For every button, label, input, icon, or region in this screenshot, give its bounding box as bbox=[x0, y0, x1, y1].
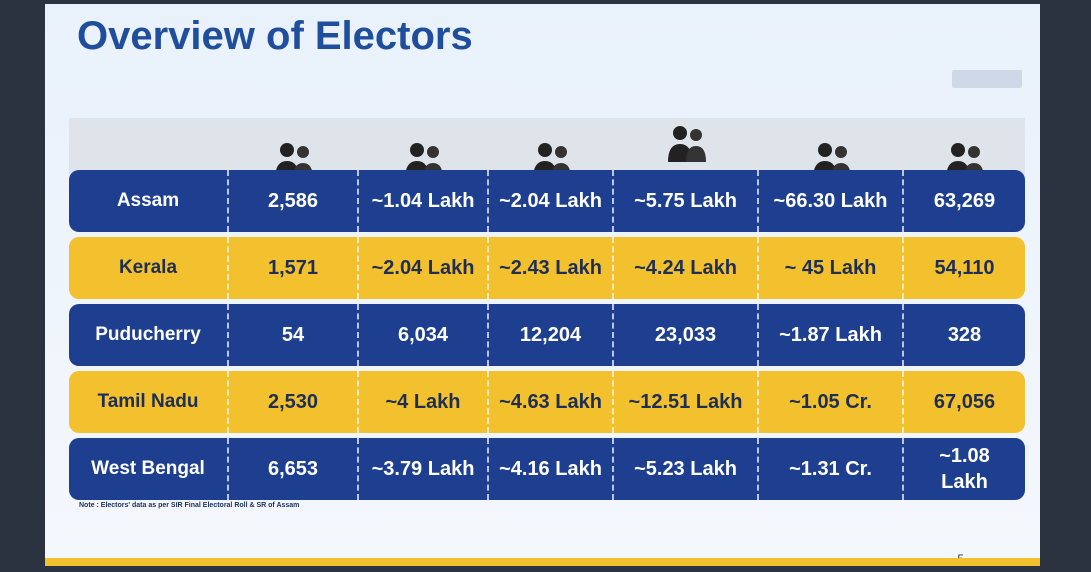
slide: Overview of Electors StateCentenarian85+… bbox=[45, 4, 1040, 566]
table-row: Puducherry 54 6,034 12,204 23,033 ~1.87 Lakh 3… bbox=[69, 304, 1025, 366]
table-cell: 54 bbox=[229, 304, 359, 366]
table-cell: 6,034 bbox=[359, 304, 489, 366]
table-row: Tamil Nadu 2,530 ~4 Lakh ~4.63 Lakh ~12.51 L… bbox=[69, 371, 1025, 433]
table-cell: ~1.04 Lakh bbox=[359, 170, 489, 232]
table-cell: 12,204 bbox=[489, 304, 614, 366]
table-cell: ~1.05 Cr. bbox=[759, 371, 904, 433]
table-cell: ~4.16 Lakh bbox=[489, 438, 614, 500]
table-cell: ~12.51 Lakh bbox=[614, 371, 759, 433]
logo bbox=[952, 70, 1022, 88]
table-cell: ~2.04 Lakh bbox=[489, 170, 614, 232]
slide-title: Overview of Electors bbox=[77, 14, 473, 58]
table-cell: West Bengal bbox=[69, 438, 229, 500]
icon bbox=[667, 126, 706, 162]
table-row: Kerala 1,571 ~2.04 Lakh ~2.43 Lakh ~4.24 Lak… bbox=[69, 237, 1025, 299]
table-cell: 2,586 bbox=[229, 170, 359, 232]
note: Note : Electors' data as per SIR Final E… bbox=[79, 502, 300, 509]
table-cell: 6,653 bbox=[229, 438, 359, 500]
table-cell: Kerala bbox=[69, 237, 229, 299]
table-cell: Assam bbox=[69, 170, 229, 232]
table-cell: ~3.79 Lakh bbox=[359, 438, 489, 500]
table-cell: Puducherry bbox=[69, 304, 229, 366]
footer-bar bbox=[45, 558, 1040, 566]
table-cell: ~5.23 Lakh bbox=[614, 438, 759, 500]
table-cell: 54,110 bbox=[934, 257, 995, 279]
table-cell: ~2.43 Lakh bbox=[489, 237, 614, 299]
table-cell: 23,033 bbox=[614, 304, 759, 366]
table-cell: ~5.75 Lakh bbox=[614, 170, 759, 232]
table-cell: ~4 Lakh bbox=[359, 371, 489, 433]
table-cell: 1,571 bbox=[229, 237, 359, 299]
table-cell: ~2.04 Lakh bbox=[359, 237, 489, 299]
table-cell: ~4.24 Lakh bbox=[614, 237, 759, 299]
table-cell: 63,269 bbox=[933, 190, 996, 212]
table-cell: 2,530 bbox=[229, 371, 359, 433]
table-cell: ~1.87 Lakh bbox=[759, 304, 904, 366]
table-cell: ~4.63 Lakh bbox=[489, 371, 614, 433]
table-cell: Tamil Nadu bbox=[69, 371, 229, 433]
table-cell: ~1.31 Cr. bbox=[759, 438, 904, 500]
table-cell: 67,056 bbox=[933, 391, 996, 413]
table-row: Assam 2,586 ~1.04 Lakh ~2.04 Lakh ~5.75 Lakh… bbox=[69, 170, 1025, 232]
table-cell: 328 bbox=[947, 324, 982, 346]
table-cell: ~ 45 Lakh bbox=[759, 237, 904, 299]
table-cell: ~1.08 Lakh bbox=[939, 445, 990, 493]
table-row: West Bengal 6,653 ~3.79 Lakh ~4.16 Lakh ~5.2… bbox=[69, 438, 1025, 500]
table-cell: ~66.30 Lakh bbox=[759, 170, 904, 232]
